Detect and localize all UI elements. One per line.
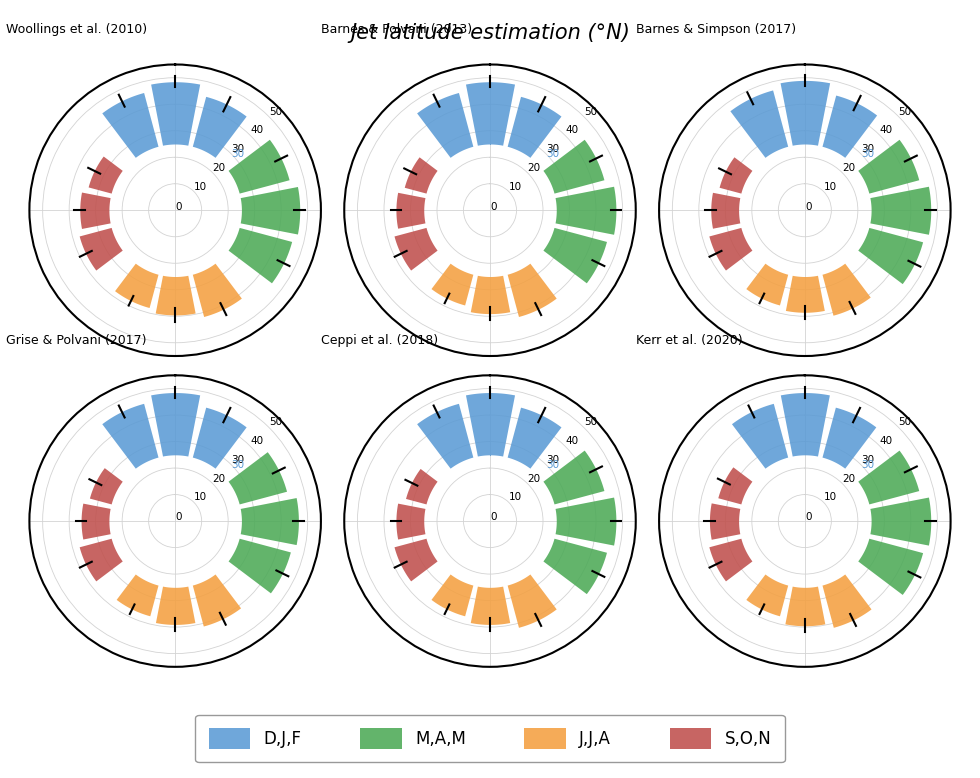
Text: Grise & Polvani (2017): Grise & Polvani (2017)	[6, 334, 147, 347]
Text: 0: 0	[491, 202, 497, 212]
Text: 30: 30	[861, 460, 874, 470]
Text: 30: 30	[231, 460, 244, 470]
Text: 0: 0	[175, 513, 182, 522]
Text: 30: 30	[231, 149, 244, 159]
Text: Woollings et al. (2010): Woollings et al. (2010)	[6, 23, 147, 37]
Text: 0: 0	[491, 513, 497, 522]
Text: 0: 0	[175, 202, 182, 212]
Text: 0: 0	[806, 513, 811, 522]
Text: 0: 0	[806, 202, 811, 212]
Text: Kerr et al. (2020): Kerr et al. (2020)	[636, 334, 743, 347]
Text: Barnes & Simpson (2017): Barnes & Simpson (2017)	[636, 23, 796, 37]
Text: 30: 30	[546, 149, 560, 159]
Text: Ceppi et al. (2018): Ceppi et al. (2018)	[320, 334, 438, 347]
Legend: D,J,F, M,A,M, J,J,A, S,O,N: D,J,F, M,A,M, J,J,A, S,O,N	[195, 715, 785, 762]
Text: Jet latitude estimation (°N): Jet latitude estimation (°N)	[350, 23, 630, 44]
Text: 30: 30	[861, 149, 874, 159]
Text: Barnes & Polvani (2013): Barnes & Polvani (2013)	[320, 23, 472, 37]
Text: 30: 30	[546, 460, 560, 470]
